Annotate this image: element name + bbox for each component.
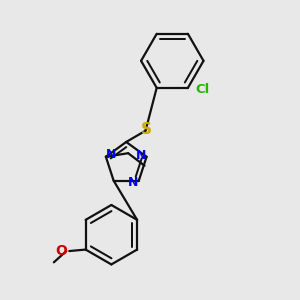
Text: O: O	[55, 244, 67, 258]
Text: S: S	[141, 122, 152, 137]
Text: N: N	[106, 148, 116, 161]
Text: Cl: Cl	[195, 83, 210, 96]
Text: N: N	[135, 149, 146, 162]
Text: N: N	[128, 176, 139, 189]
